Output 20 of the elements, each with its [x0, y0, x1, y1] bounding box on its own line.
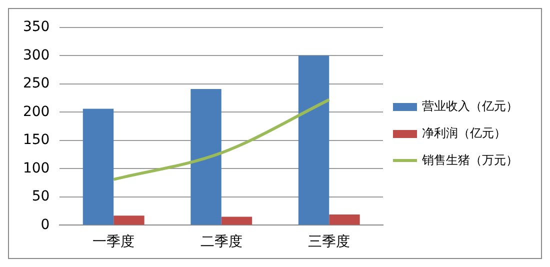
bar	[329, 214, 360, 225]
y-tick-label: 350	[22, 19, 50, 36]
y-tick-label: 50	[32, 188, 50, 205]
x-tick-label: 一季度	[92, 234, 135, 250]
bar	[298, 56, 330, 225]
legend-label: 净利润（亿元）	[422, 125, 506, 142]
y-tick-label: 300	[22, 47, 50, 64]
legend-label: 营业收入（亿元）	[422, 98, 518, 115]
y-tick-label: 200	[22, 104, 50, 120]
y-tick-label: 250	[22, 76, 50, 92]
y-tick-label: 150	[22, 132, 50, 148]
x-tick-label: 二季度	[200, 234, 242, 250]
legend-label: 销售生猪（万元）	[422, 152, 518, 169]
bar	[190, 89, 222, 225]
bar	[221, 216, 252, 225]
x-tick-label: 三季度	[308, 234, 350, 250]
y-tick-label: 100	[22, 160, 50, 176]
bar	[82, 108, 114, 225]
bar	[114, 216, 144, 225]
y-tick-label: 0	[40, 216, 50, 233]
